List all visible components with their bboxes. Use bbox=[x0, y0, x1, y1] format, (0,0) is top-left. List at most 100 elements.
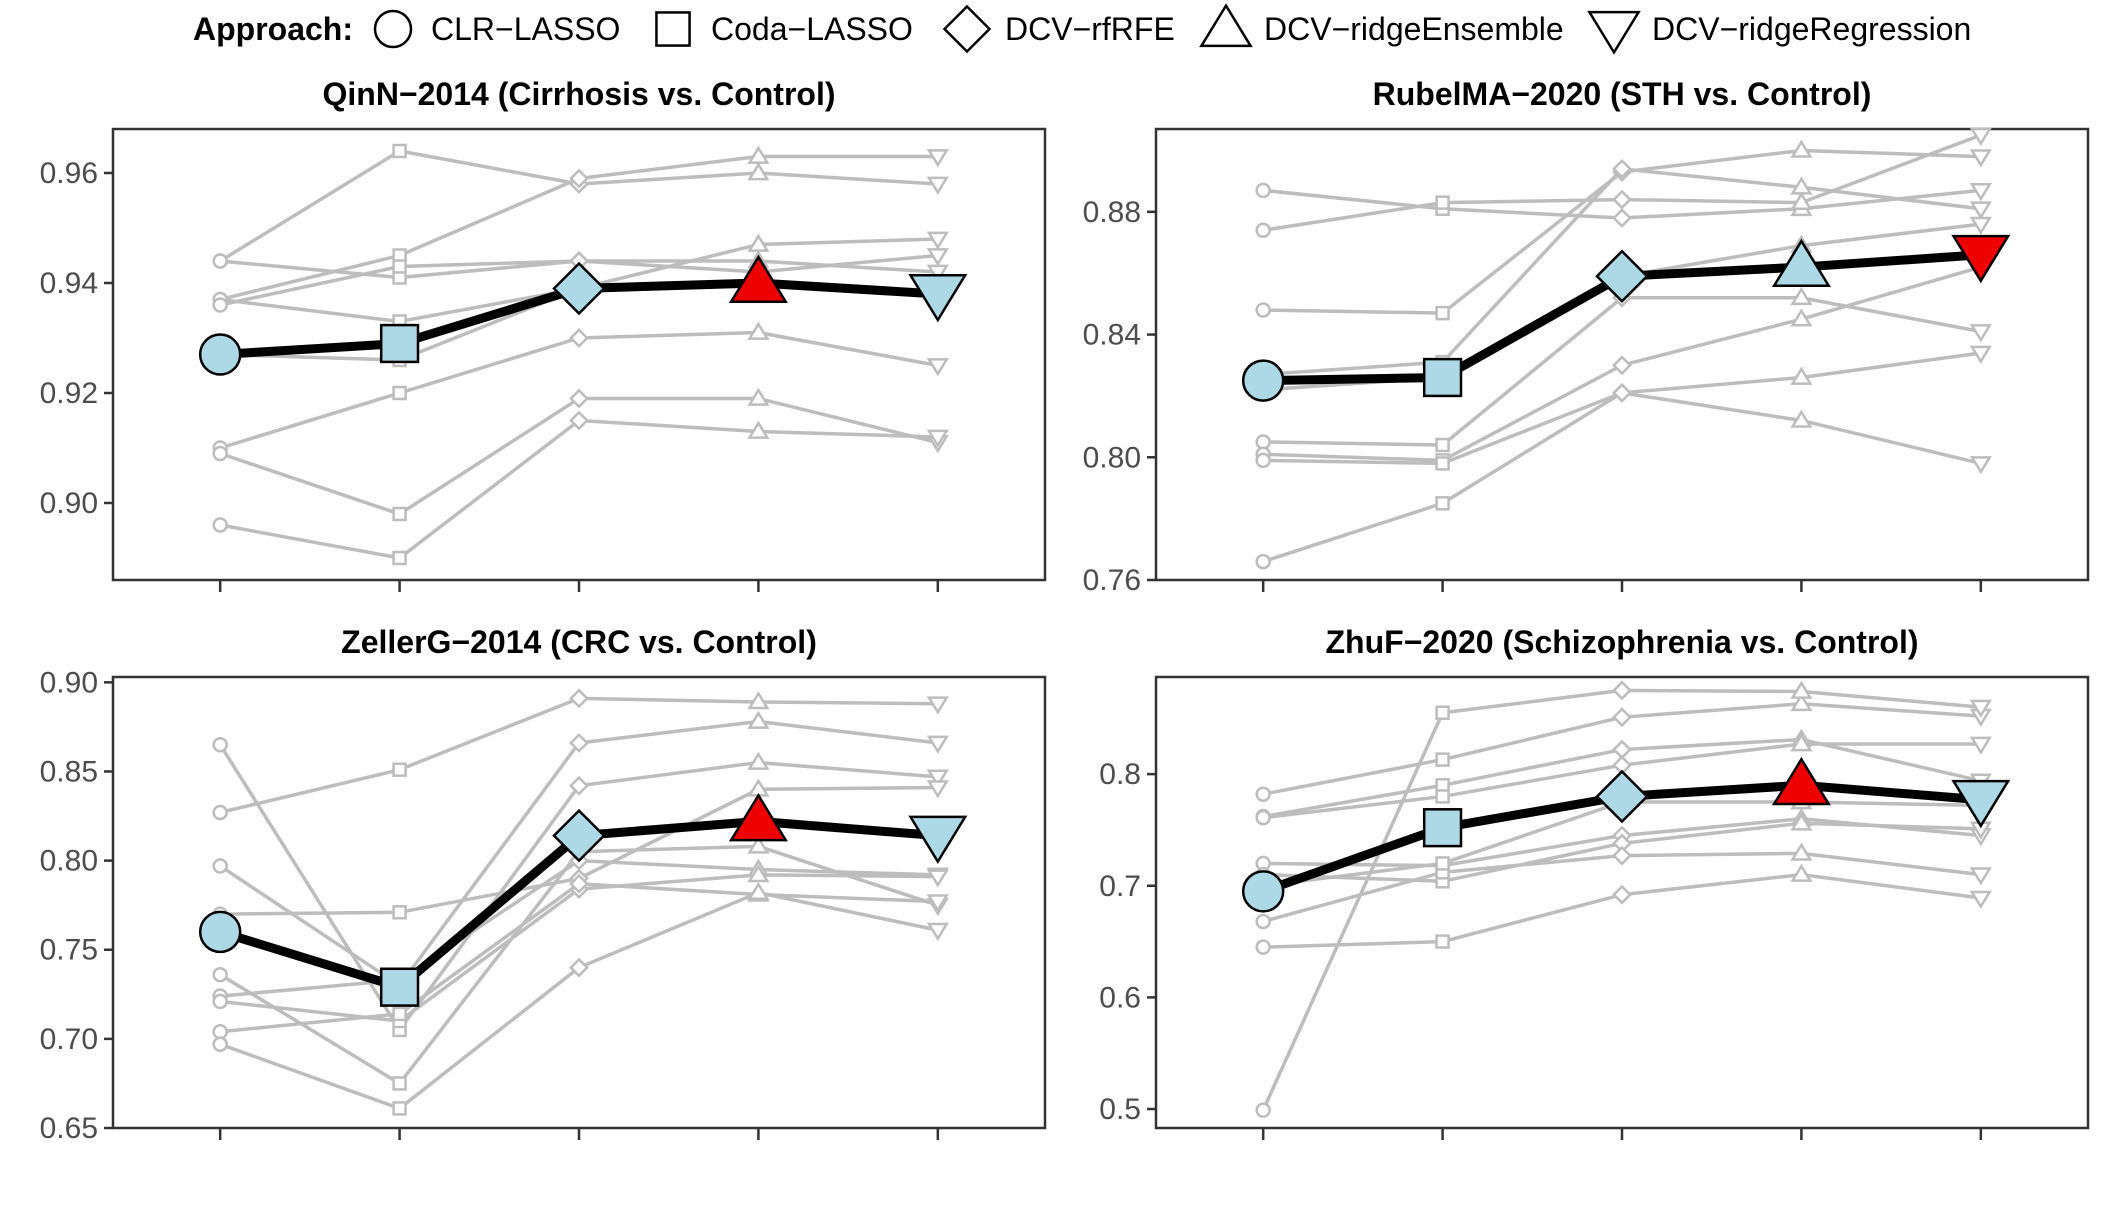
legend-label: CLR−LASSO bbox=[431, 11, 620, 47]
reference-point bbox=[392, 385, 407, 401]
reference-point bbox=[926, 735, 949, 754]
reference-point bbox=[212, 517, 228, 533]
reference-point bbox=[1969, 456, 1992, 475]
best-point bbox=[728, 254, 788, 303]
reference-point bbox=[1435, 305, 1450, 321]
reference-series bbox=[212, 410, 949, 566]
reference-point bbox=[1255, 222, 1271, 238]
main-point bbox=[198, 333, 242, 376]
chart-panel: ZellerG−2014 (CRC vs. Control) 0.65 0.70 0.… bbox=[40, 624, 1047, 1145]
reference-point bbox=[569, 957, 589, 978]
legend: Approach: CLR−LASSO Coda−LASSO DCV−rfRFE DCV… bbox=[193, 3, 1971, 55]
reference-point bbox=[1612, 382, 1632, 403]
reference-point bbox=[212, 1023, 228, 1040]
main-point bbox=[1951, 779, 2011, 829]
reference-point bbox=[212, 804, 228, 821]
main-point bbox=[908, 274, 968, 323]
reference-point bbox=[747, 162, 770, 181]
reference-point bbox=[1790, 680, 1813, 699]
legend-square-icon bbox=[655, 11, 691, 47]
reference-point bbox=[212, 736, 228, 753]
main-point bbox=[1241, 870, 1285, 913]
main-point bbox=[552, 808, 606, 863]
reference-series bbox=[212, 736, 949, 1038]
chart-panels: QinN−2014 (Cirrhosis vs. Control) 0.90 0.9… bbox=[40, 76, 2090, 1145]
reference-point bbox=[926, 869, 949, 888]
reference-point bbox=[1255, 452, 1271, 469]
y-tick-label: 0.8 bbox=[1099, 758, 1141, 791]
reference-point bbox=[1969, 201, 1992, 220]
reference-series bbox=[212, 248, 949, 313]
main-series bbox=[198, 792, 968, 1007]
y-tick-label: 0.75 bbox=[40, 934, 98, 967]
reference-point bbox=[212, 993, 228, 1010]
reference-point bbox=[1612, 189, 1632, 210]
reference-point bbox=[212, 966, 228, 983]
reference-point bbox=[747, 420, 770, 439]
chart-panel: ZhuF−2020 (Schizophrenia vs. Control) 0.5… bbox=[1099, 624, 2090, 1140]
panel-title: ZellerG−2014 (CRC vs. Control) bbox=[341, 624, 817, 660]
panel-title: RubelMA−2020 (STH vs. Control) bbox=[1373, 76, 1872, 112]
legend-title: Approach: bbox=[193, 11, 353, 47]
best-point bbox=[728, 792, 788, 842]
reference-point bbox=[747, 233, 770, 252]
reference-point bbox=[569, 168, 589, 189]
reference-series bbox=[1255, 382, 1992, 570]
legend-triangle-down-icon bbox=[1587, 10, 1641, 55]
reference-point bbox=[1969, 345, 1992, 364]
y-tick-label: 0.80 bbox=[1083, 441, 1141, 474]
reference-point bbox=[747, 321, 770, 340]
reference-point bbox=[747, 387, 770, 406]
reference-point bbox=[1435, 856, 1450, 871]
reference-series bbox=[212, 387, 949, 522]
reference-point bbox=[1255, 939, 1271, 955]
reference-point bbox=[926, 429, 949, 448]
reference-point bbox=[926, 176, 949, 195]
reference-point bbox=[1969, 324, 1992, 343]
reference-point bbox=[1790, 286, 1813, 306]
reference-line bbox=[1262, 391, 1982, 564]
reference-point bbox=[392, 905, 407, 920]
reference-point bbox=[212, 445, 228, 462]
main-point bbox=[1422, 357, 1463, 398]
reference-point bbox=[1255, 786, 1271, 802]
reference-point bbox=[926, 922, 949, 941]
reference-point bbox=[1612, 208, 1632, 228]
reference-point bbox=[1790, 366, 1813, 385]
reference-series bbox=[212, 321, 949, 456]
legend-item: CLR−LASSO bbox=[373, 9, 620, 49]
chart-panel: QinN−2014 (Cirrhosis vs. Control) 0.90 0.9… bbox=[40, 76, 1047, 592]
y-tick-label: 0.88 bbox=[1083, 196, 1141, 229]
reference-point bbox=[569, 688, 589, 709]
reference-point bbox=[1969, 127, 1992, 146]
reference-point bbox=[569, 388, 589, 409]
legend-triangle-up-icon bbox=[1199, 3, 1253, 48]
reference-point bbox=[569, 410, 589, 431]
legend-label: DCV−rfRFE bbox=[1005, 11, 1175, 47]
reference-point bbox=[926, 149, 949, 168]
reference-series bbox=[212, 688, 949, 821]
reference-point bbox=[1612, 680, 1632, 701]
reference-point bbox=[747, 751, 770, 770]
reference-point bbox=[392, 762, 407, 777]
best-point bbox=[1951, 234, 2011, 284]
reference-series bbox=[1255, 127, 1992, 238]
main-point bbox=[908, 815, 968, 865]
legend-item: DCV−ridgeRegression bbox=[1587, 10, 1971, 55]
reference-point bbox=[747, 710, 770, 729]
reference-point bbox=[747, 691, 770, 710]
y-tick-label: 0.96 bbox=[40, 157, 98, 190]
reference-point bbox=[212, 1036, 228, 1052]
reference-point bbox=[1612, 884, 1632, 905]
reference-point bbox=[1435, 752, 1450, 767]
reference-point bbox=[392, 1076, 407, 1091]
reference-point bbox=[1612, 845, 1632, 866]
reference-point bbox=[212, 253, 228, 269]
main-point bbox=[1241, 359, 1285, 402]
y-tick-label: 0.70 bbox=[40, 1023, 98, 1056]
y-tick-label: 0.85 bbox=[40, 755, 98, 788]
legend-circle-icon bbox=[373, 9, 413, 49]
reference-point bbox=[1435, 456, 1450, 471]
reference-point bbox=[569, 775, 589, 796]
reference-point bbox=[1790, 733, 1813, 752]
